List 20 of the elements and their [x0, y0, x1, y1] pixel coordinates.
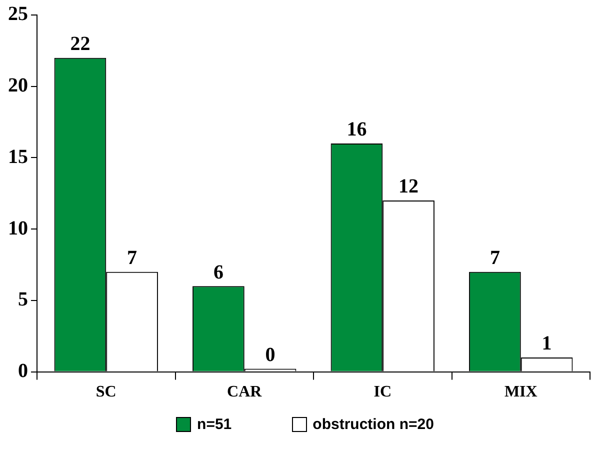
x-tick-label: IC [374, 384, 392, 401]
data-label: 22 [70, 32, 90, 55]
y-tick-label: 15 [8, 146, 28, 168]
legend-label: n=51 [197, 416, 232, 433]
data-label: 7 [490, 247, 500, 270]
data-label: 6 [213, 261, 224, 284]
y-tick-label: 5 [18, 288, 28, 311]
data-label: 1 [542, 332, 552, 355]
x-tick-label: MIX [504, 384, 538, 401]
data-label: 0 [265, 344, 276, 366]
data-label: 16 [346, 118, 367, 141]
y-tick-label: 20 [8, 74, 28, 97]
y-tick-label: 25 [8, 3, 28, 26]
y-tick-label: 0 [18, 360, 28, 382]
x-tick-label: SC [96, 384, 116, 401]
data-label: 12 [398, 176, 419, 198]
x-tick-label: CAR [227, 384, 262, 401]
data-label: 7 [127, 247, 138, 270]
y-tick-label: 10 [8, 217, 28, 240]
text: obstruction n=20 [312, 416, 434, 433]
